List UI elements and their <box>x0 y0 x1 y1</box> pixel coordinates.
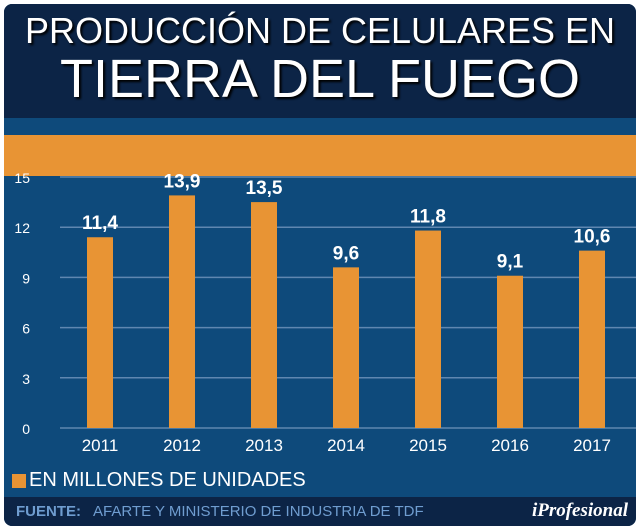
bar-2017 <box>579 250 605 428</box>
x-tick-label: 2016 <box>491 436 529 455</box>
orange-band <box>4 135 636 176</box>
legend-label: EN MILLONES DE UNIDADES <box>29 469 306 491</box>
x-tick-label: 2015 <box>409 436 447 455</box>
bar-2015 <box>415 230 441 428</box>
x-tick-label: 2013 <box>245 436 283 455</box>
data-label: 13,9 <box>164 171 201 192</box>
legend: EN MILLONES DE UNIDADES <box>12 469 306 492</box>
title-line-2: TIERRA DEL FUEGO <box>59 49 581 109</box>
infographic: PRODUCCIÓN DE CELULARES EN TIERRA DEL FU… <box>4 4 636 526</box>
source: FUENTE: AFARTE Y MINISTERIO DE INDUSTRIA … <box>16 503 424 520</box>
y-tick-label: 6 <box>22 321 30 337</box>
legend-swatch <box>12 473 26 488</box>
x-tick-label: 2012 <box>163 436 201 455</box>
data-label: 10,6 <box>574 227 611 248</box>
bar-2013 <box>251 202 277 428</box>
data-label: 11,8 <box>410 207 446 228</box>
bar-2011 <box>87 237 113 428</box>
data-label: 13,5 <box>246 178 283 199</box>
bar-chart: 0 3 6 9 12 15 11,4 2011 13,9 2012 13,5 2013 9,6 2014 1… <box>14 170 636 455</box>
y-tick-label: 15 <box>14 170 30 186</box>
x-tick-label: 2014 <box>327 436 365 455</box>
data-label: 9,6 <box>333 243 359 264</box>
y-tick-label: 0 <box>22 421 30 437</box>
source-label: FUENTE: <box>16 503 81 520</box>
data-label: 9,1 <box>497 252 524 273</box>
header: PRODUCCIÓN DE CELULARES EN TIERRA DEL FU… <box>4 4 636 118</box>
bar-2012 <box>169 195 195 428</box>
y-tick-label: 3 <box>22 371 30 387</box>
logo: iProfesional <box>531 500 628 521</box>
bar-2016 <box>497 275 523 428</box>
source-text: AFARTE Y MINISTERIO DE INDUSTRIA DE TDF <box>93 503 424 520</box>
title-line-1: PRODUCCIÓN DE CELULARES EN <box>24 10 616 51</box>
x-tick-label: 2011 <box>82 436 119 455</box>
y-tick-label: 9 <box>22 270 30 286</box>
x-tick-label: 2017 <box>573 436 611 455</box>
y-tick-label: 12 <box>14 220 30 236</box>
data-label: 11,4 <box>82 213 118 234</box>
footer: FUENTE: AFARTE Y MINISTERIO DE INDUSTRIA … <box>4 497 636 526</box>
bar-2014 <box>333 267 359 428</box>
